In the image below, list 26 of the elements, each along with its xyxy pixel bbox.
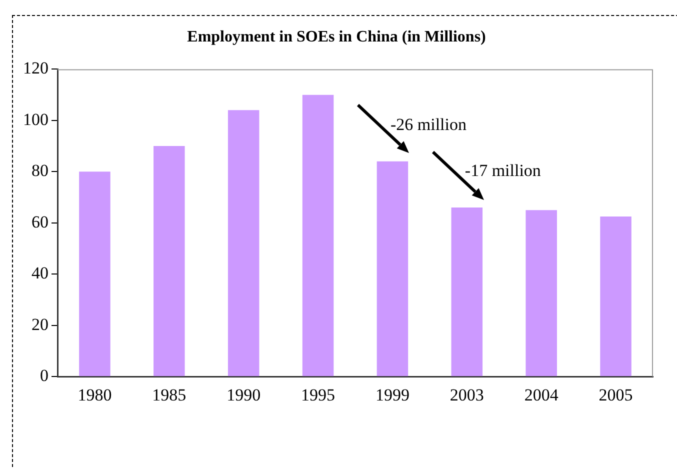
y-tick-label: 20 <box>32 314 48 334</box>
annotation: -26 million <box>390 114 467 134</box>
x-tick-label: 1990 <box>226 385 261 404</box>
y-tick-label: 80 <box>32 161 48 180</box>
x-tick-label: 1999 <box>375 385 410 404</box>
x-tick-label: 2003 <box>450 385 484 404</box>
bar <box>451 208 483 376</box>
bar <box>376 161 408 376</box>
bar <box>600 216 632 376</box>
chart-title: Employment in SOEs in China (in Millions) <box>187 28 486 46</box>
x-tick-label: 1995 <box>301 385 336 404</box>
bar <box>79 172 110 376</box>
bar <box>228 110 260 376</box>
bar <box>526 210 557 376</box>
bar <box>154 146 185 376</box>
y-tick-label: 0 <box>40 366 48 386</box>
y-tick-label: 40 <box>32 264 48 283</box>
annotation: -17 million <box>464 161 542 180</box>
bar <box>302 94 334 376</box>
y-tick-label: 60 <box>32 212 48 232</box>
y-tick-label: 100 <box>23 110 48 129</box>
x-tick-label: 2005 <box>598 385 633 404</box>
x-tick-label: 2004 <box>524 385 559 404</box>
y-tick-label: 120 <box>23 58 48 78</box>
x-tick-label: 1980 <box>78 385 112 404</box>
x-tick-label: 1985 <box>152 385 186 404</box>
